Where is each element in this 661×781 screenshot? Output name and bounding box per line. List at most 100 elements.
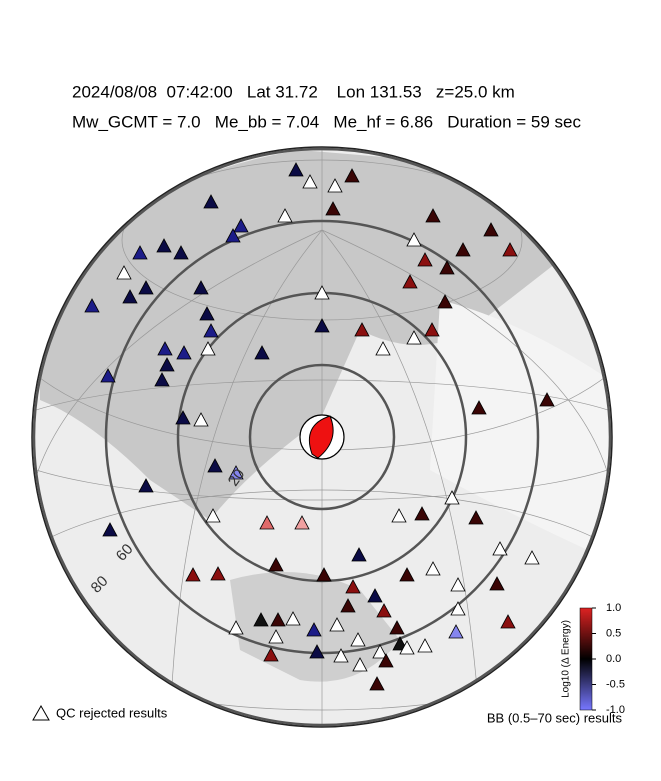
station bbox=[378, 653, 394, 668]
station bbox=[402, 274, 418, 289]
station bbox=[450, 601, 466, 616]
station bbox=[399, 567, 415, 582]
station bbox=[294, 515, 310, 530]
station bbox=[439, 260, 455, 275]
station bbox=[471, 400, 487, 415]
station bbox=[489, 576, 505, 591]
station bbox=[425, 208, 441, 223]
colorbar bbox=[579, 607, 593, 711]
station bbox=[524, 550, 540, 565]
station bbox=[84, 298, 100, 313]
station bbox=[327, 178, 343, 193]
colorbar-label: Log10 (Δ Energy) bbox=[561, 620, 572, 698]
header-line1: 2024/08/08 07:42:00 Lat 31.72 Lon 131.53… bbox=[72, 82, 515, 101]
station bbox=[100, 368, 116, 383]
station bbox=[375, 341, 391, 356]
station bbox=[414, 506, 430, 521]
station bbox=[450, 577, 466, 592]
distance-ring bbox=[104, 219, 540, 655]
station bbox=[340, 598, 356, 613]
station bbox=[122, 289, 138, 304]
station bbox=[157, 341, 173, 356]
station bbox=[354, 322, 370, 337]
station bbox=[389, 620, 405, 635]
header-line2: Mw_GCMT = 7.0 Me_bb = 7.04 Me_hf = 6.86 … bbox=[72, 112, 582, 131]
station bbox=[132, 245, 148, 260]
station bbox=[200, 341, 216, 356]
station bbox=[437, 294, 453, 309]
legend-qc: QC rejected results bbox=[56, 705, 168, 720]
station bbox=[268, 629, 284, 644]
station bbox=[228, 620, 244, 635]
station bbox=[159, 357, 175, 372]
station bbox=[424, 322, 440, 337]
station bbox=[270, 612, 286, 627]
station bbox=[154, 372, 170, 387]
station bbox=[225, 228, 241, 243]
station bbox=[344, 168, 360, 183]
station bbox=[203, 323, 219, 338]
station bbox=[399, 640, 415, 655]
station bbox=[302, 174, 318, 189]
station bbox=[156, 238, 172, 253]
station bbox=[254, 345, 270, 360]
station bbox=[455, 242, 471, 257]
station bbox=[263, 647, 279, 662]
station bbox=[268, 557, 284, 572]
station bbox=[350, 632, 366, 647]
station bbox=[175, 410, 191, 425]
distance-ring bbox=[32, 147, 612, 727]
station bbox=[193, 412, 209, 427]
station bbox=[253, 612, 269, 627]
station bbox=[259, 515, 275, 530]
station bbox=[417, 252, 433, 267]
colorbar-tick-label: 1.0 bbox=[606, 602, 621, 614]
stations bbox=[84, 162, 555, 691]
station bbox=[329, 617, 345, 632]
station bbox=[309, 644, 325, 659]
colorbar-tick-label: 0.0 bbox=[606, 653, 621, 665]
station bbox=[193, 280, 209, 295]
station bbox=[285, 611, 301, 626]
station bbox=[277, 208, 293, 223]
station bbox=[539, 392, 555, 407]
station bbox=[228, 465, 244, 480]
station bbox=[325, 201, 341, 216]
station bbox=[468, 510, 484, 525]
station bbox=[102, 522, 118, 537]
station bbox=[406, 330, 422, 345]
station bbox=[500, 614, 516, 629]
station bbox=[448, 624, 464, 639]
beachball bbox=[299, 414, 345, 460]
station bbox=[483, 222, 499, 237]
station bbox=[207, 458, 223, 473]
colorbar-tick-label: -1.0 bbox=[606, 704, 625, 716]
distance-ring bbox=[248, 363, 396, 511]
station bbox=[314, 285, 330, 300]
colorbar-tick-label: 0.5 bbox=[606, 627, 621, 639]
station bbox=[203, 194, 219, 209]
station bbox=[391, 508, 407, 523]
station bbox=[306, 622, 322, 637]
legend-bb: BB (0.5–70 sec) results bbox=[487, 710, 623, 725]
station bbox=[138, 478, 154, 493]
station bbox=[316, 567, 332, 582]
station bbox=[406, 232, 422, 247]
station bbox=[345, 579, 361, 594]
station bbox=[205, 508, 221, 523]
station bbox=[333, 648, 349, 663]
station bbox=[288, 162, 304, 177]
station bbox=[352, 657, 368, 672]
station bbox=[502, 242, 518, 257]
station bbox=[372, 644, 388, 659]
station bbox=[210, 566, 226, 581]
station bbox=[314, 318, 330, 333]
station bbox=[185, 567, 201, 582]
station bbox=[116, 265, 132, 280]
station bbox=[492, 541, 508, 556]
station bbox=[138, 280, 154, 295]
station bbox=[444, 490, 460, 505]
station bbox=[199, 306, 215, 321]
legend-triangle bbox=[32, 704, 50, 721]
